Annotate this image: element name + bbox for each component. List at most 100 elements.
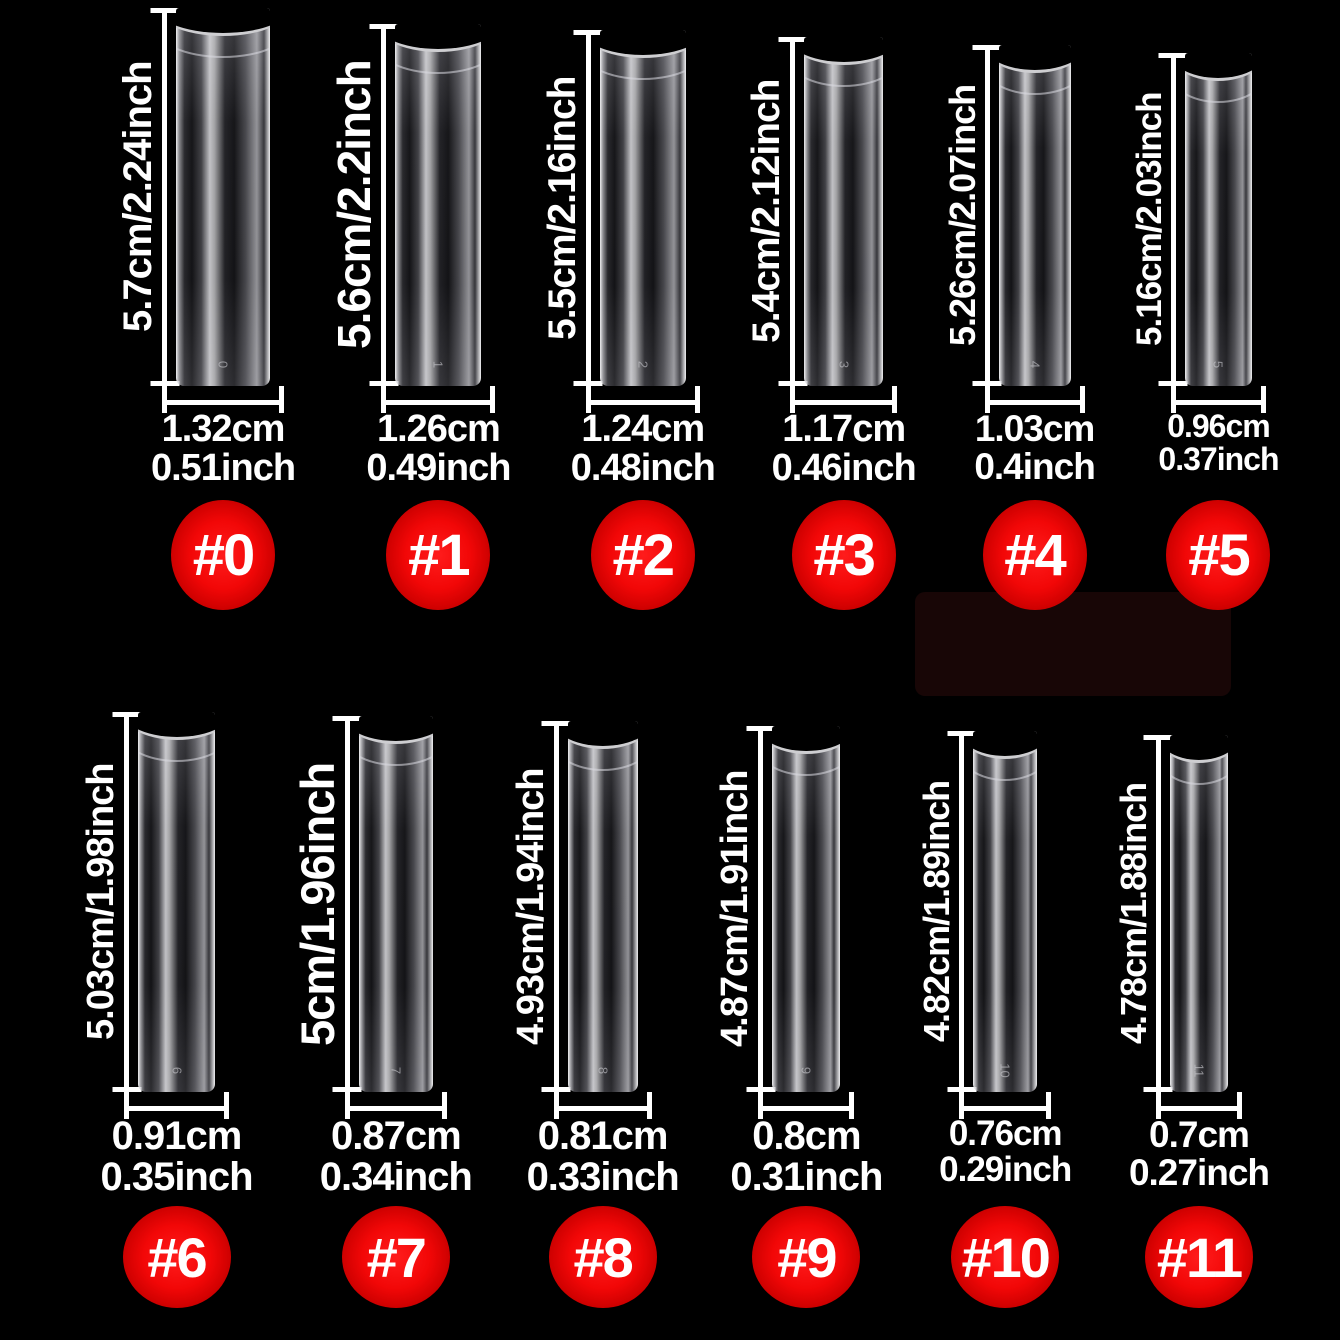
faded-red-rectangle [915, 592, 1231, 696]
size-column-2: 5.5cm/2.16inch 2 1.24cm 0.48inch #2 [540, 30, 716, 610]
size-column-3: 5.4cm/2.12inch 3 1.17cm 0.46inch #3 [745, 37, 917, 610]
width-cm-label: 0.76cm [948, 1114, 1063, 1153]
width-cm-label: 1.32cm [161, 408, 286, 450]
width-and-badge: 0.81cm 0.33inch #8 [527, 1092, 680, 1308]
size-column-7: 5cm/1.96inch 7 0.87cm 0.34inch #7 [290, 716, 473, 1308]
length-label: 5.4cm/2.12inch [745, 79, 789, 344]
width-and-badge: 1.32cm 0.51inch #0 [151, 386, 296, 610]
measure-area: 4.87cm/1.91inch 9 [714, 726, 841, 1092]
vertical-dimension-line [790, 37, 796, 386]
vertical-dimension-line [124, 712, 129, 1092]
size-column-6: 5.03cm/1.98inch 6 0.91cm 0.35inch #6 [80, 712, 254, 1308]
etched-size-digit: 5 [1210, 360, 1226, 369]
width-dimension-line [1155, 1092, 1242, 1119]
size-badge: #5 [1166, 500, 1271, 610]
etched-size-digit: 6 [169, 1066, 184, 1075]
measure-area: 5.7cm/2.24inch 0 [116, 8, 270, 386]
length-label: 5.03cm/1.98inch [80, 763, 122, 1041]
length-label: 5.16cm/2.03inch [1129, 92, 1169, 347]
etched-size-digit: 7 [388, 1066, 404, 1075]
etched-size-digit: 8 [595, 1066, 611, 1075]
width-cm-label: 0.96cm [1167, 408, 1271, 444]
size-row-top: 5.7cm/2.24inch 0 1.32cm 0.51inch #0 5.6c… [116, 8, 1279, 610]
width-cm-label: 0.7cm [1149, 1114, 1250, 1155]
etched-size-digit: 9 [798, 1066, 814, 1075]
width-cm-label: 0.81cm [537, 1114, 669, 1158]
nail-tip-photo: 2 [599, 30, 686, 386]
width-dimension-line [790, 386, 898, 413]
measure-area: 5.16cm/2.03inch 5 [1129, 53, 1252, 386]
measure-area: 5.26cm/2.07inch 4 [941, 45, 1071, 386]
nail-tip-photo: 10 [973, 731, 1038, 1092]
etched-size-digit: 0 [215, 360, 231, 369]
vertical-dimension-line [381, 24, 387, 386]
width-dimension-line [1170, 386, 1266, 413]
width-dimension-line [585, 386, 700, 413]
width-cm-label: 0.8cm [752, 1114, 861, 1158]
measure-area: 5.6cm/2.2inch 1 [328, 24, 482, 386]
vertical-dimension-line [162, 8, 167, 386]
width-cm-label: 0.91cm [111, 1114, 243, 1158]
nail-tip-photo: 6 [138, 712, 215, 1092]
width-inch-label: 0.46inch [771, 446, 917, 489]
nail-tip-photo: 11 [1169, 735, 1228, 1092]
etched-size-digit: 3 [836, 360, 852, 369]
size-badge: #9 [752, 1206, 861, 1308]
width-dimension-line [381, 386, 496, 413]
width-dimension-line [553, 1092, 652, 1119]
size-column-5: 5.16cm/2.03inch 5 0.96cm 0.37inch #5 [1129, 53, 1279, 610]
vertical-dimension-line [344, 716, 350, 1092]
width-dimension-line [959, 1092, 1052, 1119]
width-and-badge: 1.24cm 0.48inch #2 [571, 386, 716, 610]
size-badge: #11 [1144, 1206, 1253, 1308]
width-dimension-line [124, 1092, 229, 1119]
vertical-dimension-line [758, 726, 764, 1092]
width-cm-label: 0.87cm [330, 1114, 462, 1158]
width-label: 0.96cm 0.37inch [1158, 408, 1279, 492]
width-dimension-line [758, 1092, 855, 1119]
width-label: 1.03cm 0.4inch [974, 410, 1095, 492]
width-inch-label: 0.29inch [939, 1149, 1072, 1189]
measure-area: 4.82cm/1.89inch 10 [916, 731, 1038, 1092]
length-label: 4.82cm/1.89inch [916, 780, 958, 1043]
width-and-badge: 0.87cm 0.34inch #7 [320, 1092, 473, 1308]
width-cm-label: 1.17cm [782, 408, 906, 450]
etched-size-digit: 4 [1027, 360, 1043, 369]
width-and-badge: 0.7cm 0.27inch #11 [1129, 1092, 1270, 1308]
length-label: 5cm/1.96inch [290, 762, 344, 1046]
width-dimension-line [984, 386, 1085, 413]
size-row-bottom: 5.03cm/1.98inch 6 0.91cm 0.35inch #6 5cm… [80, 712, 1270, 1308]
vertical-dimension-line [553, 721, 559, 1092]
size-badge: #10 [951, 1206, 1060, 1308]
nail-tip-photo: 3 [804, 37, 884, 386]
size-column-10: 4.82cm/1.89inch 10 0.76cm 0.29inch #10 [916, 731, 1072, 1308]
length-label: 4.93cm/1.94inch [509, 768, 552, 1045]
width-and-badge: 0.96cm 0.37inch #5 [1158, 386, 1279, 610]
vertical-dimension-line [1170, 53, 1176, 386]
nail-tip-photo: 1 [395, 24, 482, 386]
size-column-4: 5.26cm/2.07inch 4 1.03cm 0.4inch #4 [941, 45, 1096, 610]
width-inch-label: 0.34inch [319, 1154, 473, 1199]
width-and-badge: 0.76cm 0.29inch #10 [939, 1092, 1072, 1308]
length-label: 5.26cm/2.07inch [941, 84, 983, 347]
width-and-badge: 0.91cm 0.35inch #6 [100, 1092, 254, 1308]
size-column-9: 4.87cm/1.91inch 9 0.8cm 0.31inch #9 [714, 726, 883, 1308]
width-cm-label: 1.26cm [376, 408, 501, 450]
width-label: 0.76cm 0.29inch [939, 1114, 1072, 1198]
vertical-dimension-line [984, 45, 990, 386]
length-label: 5.5cm/2.16inch [540, 76, 584, 340]
width-and-badge: 1.17cm 0.46inch #3 [772, 386, 917, 610]
width-inch-label: 0.31inch [730, 1154, 883, 1199]
etched-size-digit: 10 [997, 1063, 1013, 1078]
width-inch-label: 0.48inch [570, 446, 716, 489]
nail-tip-photo: 5 [1184, 53, 1252, 386]
nail-tip-photo: 9 [772, 726, 841, 1092]
width-and-badge: 1.26cm 0.49inch #1 [366, 386, 511, 610]
nail-tip-photo: 4 [998, 45, 1071, 386]
size-column-11: 4.78cm/1.88inch 11 0.7cm 0.27inch #11 [1113, 735, 1270, 1308]
width-dimension-line [344, 1092, 447, 1119]
nail-tip-photo: 8 [567, 721, 638, 1092]
vertical-dimension-line [585, 30, 591, 386]
size-badge: #8 [548, 1206, 657, 1308]
